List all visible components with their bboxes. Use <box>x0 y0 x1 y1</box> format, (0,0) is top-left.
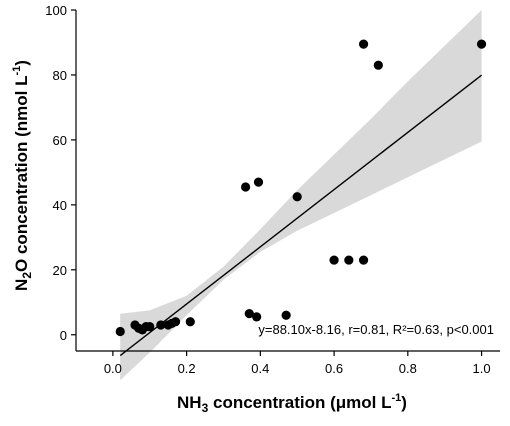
data-point <box>185 317 195 327</box>
x-tick-label: 0.6 <box>325 361 343 376</box>
y-axis-title-group: N2O concentration (nmol L-1) <box>11 60 34 291</box>
x-tick-label: 0.4 <box>251 361 269 376</box>
data-point <box>329 255 339 265</box>
data-point <box>145 322 155 332</box>
data-point <box>344 255 354 265</box>
y-axis-title: N2O concentration (nmol L-1) <box>11 60 34 291</box>
x-axis-title: NH3 concentration (μmol L-1) <box>177 392 407 415</box>
y-axis-ticks: 0 20 40 60 80 100 <box>45 3 76 343</box>
regression-line <box>119 74 482 357</box>
x-tick-label: 0.8 <box>399 361 417 376</box>
data-point <box>241 182 251 192</box>
data-point <box>476 39 487 49</box>
y-axis-title-part: ) <box>12 60 31 66</box>
y-axis-title-subscript: 2 <box>20 272 34 279</box>
y-axis-title-superscript: -1 <box>11 66 23 76</box>
x-axis-title-superscript: -1 <box>392 392 402 404</box>
x-axis-title-part: NH <box>177 393 202 412</box>
data-point <box>156 320 166 330</box>
data-point <box>252 312 262 322</box>
data-point <box>115 326 125 337</box>
data-point <box>358 39 369 49</box>
x-axis-title-part: ) <box>401 393 407 412</box>
y-tick-label: 100 <box>45 3 67 18</box>
data-points <box>115 39 487 337</box>
regression-annotation: y=88.10x-8.16, r=0.81, R²=0.63, p<0.001 <box>258 322 494 337</box>
data-point <box>281 310 291 320</box>
x-tick-label: 1.0 <box>473 361 491 376</box>
data-point <box>358 255 369 265</box>
y-axis-title-part: O concentration (nmol L <box>12 76 31 272</box>
y-tick-label: 40 <box>53 198 67 213</box>
axes <box>75 10 500 352</box>
y-tick-label: 0 <box>60 328 67 343</box>
data-point <box>292 192 302 202</box>
data-point <box>244 309 254 319</box>
y-axis-title-part: N <box>12 279 31 291</box>
x-tick-label: 0.0 <box>104 361 122 376</box>
y-tick-label: 20 <box>53 263 67 278</box>
x-axis-ticks: 0.0 0.2 0.4 0.6 0.8 1.0 <box>104 351 491 376</box>
data-point <box>253 177 264 187</box>
data-point <box>373 60 383 70</box>
data-point <box>170 317 181 327</box>
x-tick-label: 0.2 <box>178 361 196 376</box>
y-tick-label: 80 <box>53 68 67 83</box>
x-axis-title-part: concentration (μmol L <box>208 393 391 412</box>
y-tick-label: 60 <box>53 133 67 148</box>
x-axis-title-subscript: 3 <box>202 401 209 415</box>
